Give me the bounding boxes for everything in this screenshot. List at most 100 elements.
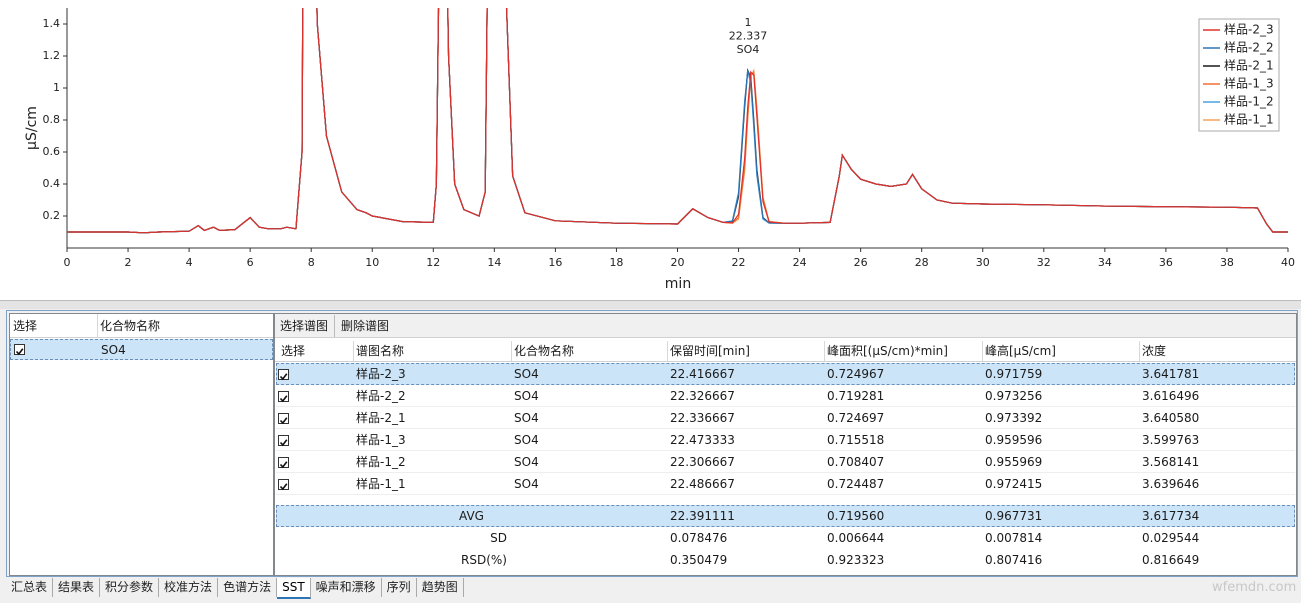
table-row[interactable] — [276, 407, 1295, 429]
tab[interactable]: 结果表 — [53, 578, 101, 597]
tab[interactable]: 色谱方法 — [218, 578, 278, 597]
toolbar — [275, 314, 1296, 338]
table-row[interactable] — [276, 451, 1295, 473]
checkbox[interactable] — [278, 413, 289, 425]
table-cell: 22.326667 — [670, 389, 735, 403]
table-cell: 3.599763 — [1142, 433, 1200, 447]
column-header[interactable]: 峰高[μS/cm] — [985, 344, 1056, 358]
checkbox[interactable] — [278, 435, 289, 447]
legend-label: 样品-1_2 — [1224, 94, 1274, 109]
table-cell: 0.708407 — [827, 455, 885, 469]
checkbox[interactable] — [14, 344, 25, 356]
table-cell: 0.955969 — [985, 455, 1043, 469]
x-tick-label: 24 — [793, 256, 807, 269]
column-header[interactable]: 谱图名称 — [356, 344, 405, 358]
splitter[interactable] — [0, 301, 1301, 309]
table-cell: 样品-2_1 — [356, 411, 406, 425]
table-row[interactable] — [276, 429, 1295, 451]
table-cell: 0.971759 — [985, 367, 1043, 381]
summary-cell: 0.923323 — [827, 553, 885, 567]
x-tick-label: 34 — [1098, 256, 1112, 269]
series-line — [67, 8, 1288, 234]
table-row[interactable] — [276, 473, 1295, 495]
y-tick-label: 0.2 — [43, 209, 61, 222]
x-tick-label: 38 — [1220, 256, 1234, 269]
chart-panel: μS/cm min 0 2 4 6 8 10 12 14 16 18 20 22 24 26 28 30 32 3… — [0, 0, 1301, 301]
summary-cell: 0.007814 — [985, 531, 1043, 545]
x-tick-label: 2 — [125, 256, 132, 269]
table-cell: 0.719281 — [827, 389, 885, 403]
table-cell: 样品-1_2 — [356, 455, 406, 469]
checkbox[interactable] — [278, 369, 289, 381]
check-mark — [279, 439, 288, 447]
table-cell: 0.724697 — [827, 411, 885, 425]
column-header[interactable]: 浓度 — [1142, 344, 1167, 358]
tab[interactable]: SST — [277, 578, 311, 599]
series-line — [67, 8, 1288, 234]
table-cell: SO4 — [514, 411, 539, 425]
series-line — [67, 8, 1288, 234]
checkbox[interactable] — [278, 479, 289, 491]
sst-panel: 选择谱图 删除谱图选择 谱图名称 化合物名称 保留时间[min] 峰面积[(μS/cm)*… — [274, 313, 1297, 576]
checkbox[interactable] — [278, 391, 289, 403]
tab-bar: 汇总表 结果表 积分参数 校准方法 色谱方法 SST 噪声和漂移 序列 趋势图 — [6, 578, 464, 599]
column-header: 选择 — [13, 319, 38, 333]
table-header — [10, 314, 273, 338]
column-divider — [97, 314, 98, 338]
table-cell: 0.724967 — [827, 367, 885, 381]
check-mark — [279, 417, 288, 425]
table-cell: 0.959596 — [985, 433, 1043, 447]
chart: μS/cm min 0 2 4 6 8 10 12 14 16 18 20 22 24 26 28 30 32 3… — [24, 8, 1295, 292]
tab[interactable]: 校准方法 — [159, 578, 219, 597]
toolbar-button[interactable]: 选择谱图 — [280, 315, 336, 337]
checkbox[interactable] — [278, 457, 289, 469]
check-mark — [279, 373, 288, 381]
x-tick-label: 20 — [671, 256, 685, 269]
summary-cell: 0.807416 — [985, 553, 1043, 567]
x-tick-label: 26 — [854, 256, 868, 269]
column-header[interactable]: 化合物名称 — [514, 344, 575, 358]
peak-annotation: 1 — [745, 16, 752, 29]
table-cell: 样品-1_3 — [356, 433, 406, 447]
table-cell: 22.486667 — [670, 477, 735, 491]
toolbar-button[interactable]: 删除谱图 — [341, 319, 390, 333]
watermark: wfemdn.com — [1212, 580, 1297, 595]
summary-label: SD — [490, 531, 507, 545]
summary-label: RSD(%) — [461, 553, 507, 567]
y-tick-label: 0.8 — [43, 113, 61, 126]
x-tick-label: 10 — [365, 256, 379, 269]
tab[interactable]: 序列 — [382, 578, 417, 597]
check-mark — [15, 348, 24, 356]
table-cell: 3.639646 — [1142, 477, 1200, 491]
summary-row — [276, 505, 1295, 527]
y-tick-label: 0.6 — [43, 145, 61, 158]
peak-annotation: SO4 — [737, 43, 760, 56]
series-line — [67, 8, 1288, 234]
table-cell: 22.306667 — [670, 455, 735, 469]
x-tick-label: 36 — [1159, 256, 1173, 269]
tab[interactable]: 积分参数 — [100, 578, 160, 597]
table-cell: 0.973392 — [985, 411, 1043, 425]
compound-table: 选择 化合物名称 SO4 — [9, 313, 274, 576]
table-cell: 0.724487 — [827, 477, 885, 491]
summary-cell: 0.719560 — [827, 509, 885, 523]
tab[interactable]: 趋势图 — [417, 578, 464, 597]
table-row[interactable] — [276, 385, 1295, 407]
summary-cell: 0.006644 — [827, 531, 885, 545]
y-tick-label: 1 — [53, 81, 60, 94]
check-mark — [279, 461, 288, 469]
series-line — [67, 8, 1288, 234]
column-header[interactable]: 选择 — [281, 344, 306, 358]
table-row[interactable] — [276, 363, 1295, 385]
column-divider — [1139, 341, 1140, 361]
summary-label: AVG — [459, 509, 484, 523]
table-cell: 3.616496 — [1142, 389, 1200, 403]
tab[interactable]: 汇总表 — [6, 578, 54, 597]
tab[interactable]: 噪声和漂移 — [311, 578, 382, 597]
summary-cell: 0.350479 — [670, 553, 728, 567]
column-header[interactable]: 峰面积[(μS/cm)*min] — [827, 344, 948, 358]
table-row[interactable] — [10, 339, 273, 360]
x-tick-label: 14 — [487, 256, 501, 269]
column-header[interactable]: 保留时间[min] — [670, 344, 750, 358]
column-header: 化合物名称 — [100, 319, 161, 333]
